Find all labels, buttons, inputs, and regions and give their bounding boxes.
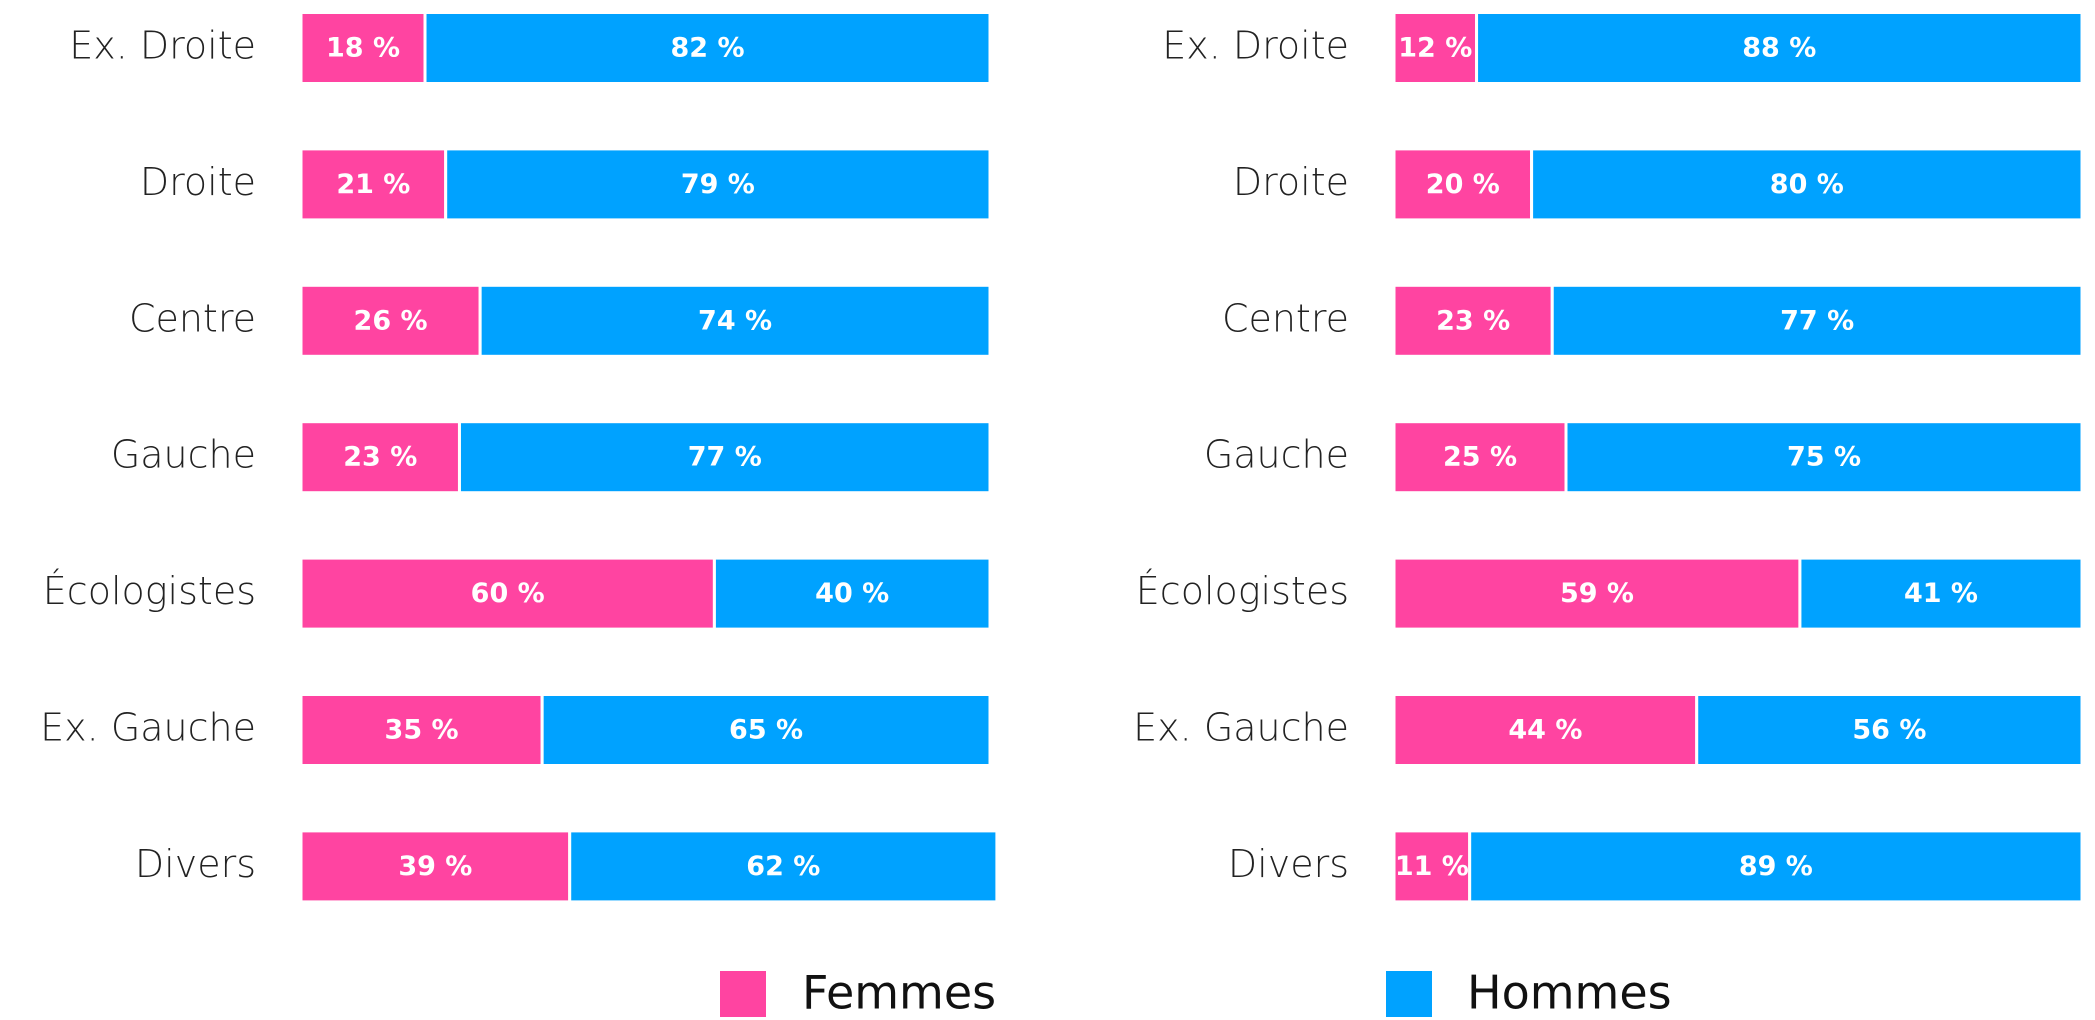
bar-segment bbox=[1550, 283, 2084, 358]
value-label: 41 % bbox=[1904, 578, 1978, 609]
category-label: Centre bbox=[129, 296, 256, 340]
value-label: 88 % bbox=[1742, 33, 1816, 64]
bar-segment bbox=[299, 556, 716, 631]
value-label: 18 % bbox=[326, 33, 400, 64]
value-label: 20 % bbox=[1426, 169, 1500, 200]
value-label: 82 % bbox=[670, 33, 744, 64]
legend-swatch bbox=[720, 971, 766, 1017]
value-label: 40 % bbox=[815, 578, 889, 609]
category-label: Ex. Gauche bbox=[40, 706, 256, 750]
value-label: 62 % bbox=[746, 851, 820, 882]
value-label: 39 % bbox=[398, 851, 472, 882]
bar-segment bbox=[299, 147, 448, 222]
bar-segment bbox=[1392, 829, 1472, 904]
value-label: 21 % bbox=[336, 169, 410, 200]
category-label: Écologistes bbox=[43, 569, 256, 613]
category-label: Gauche bbox=[1204, 433, 1349, 477]
category-label: Droite bbox=[140, 160, 256, 204]
value-label: 77 % bbox=[1780, 305, 1854, 336]
value-label: 77 % bbox=[688, 442, 762, 473]
bar-segment bbox=[1564, 420, 2084, 495]
bar-segment bbox=[299, 829, 572, 904]
legend-label: Hommes bbox=[1467, 966, 1672, 1020]
value-label: 79 % bbox=[681, 169, 755, 200]
bar-segment bbox=[444, 147, 992, 222]
bar-segment bbox=[299, 420, 461, 495]
value-label: 35 % bbox=[385, 715, 459, 746]
category-label: Ex. Gauche bbox=[1133, 706, 1349, 750]
bar-segment bbox=[1695, 693, 2084, 767]
bar-segment bbox=[478, 283, 992, 358]
value-label: 74 % bbox=[698, 305, 772, 336]
bar-segment bbox=[1392, 283, 1554, 358]
bar-segment bbox=[1530, 147, 2084, 222]
bar-segment bbox=[712, 556, 992, 631]
category-label: Centre bbox=[1222, 296, 1349, 340]
legend-swatch bbox=[1386, 971, 1432, 1017]
bar-segment bbox=[299, 283, 482, 358]
value-label: 56 % bbox=[1852, 715, 1926, 746]
value-label: 12 % bbox=[1398, 33, 1472, 64]
value-label: 25 % bbox=[1443, 442, 1517, 473]
category-label: Divers bbox=[135, 842, 256, 886]
bar-segment bbox=[423, 11, 992, 85]
bar-segment bbox=[1468, 829, 2084, 904]
category-label: Droite bbox=[1233, 160, 1349, 204]
bar-segment bbox=[1392, 420, 1568, 495]
value-label: 26 % bbox=[354, 305, 428, 336]
value-label: 23 % bbox=[1436, 305, 1510, 336]
bar-segment bbox=[568, 829, 999, 904]
value-label: 75 % bbox=[1787, 442, 1861, 473]
bar-segment bbox=[1475, 11, 2084, 85]
value-label: 44 % bbox=[1508, 715, 1582, 746]
value-label: 89 % bbox=[1739, 851, 1813, 882]
category-label: Écologistes bbox=[1136, 569, 1349, 613]
value-label: 80 % bbox=[1770, 169, 1844, 200]
category-label: Ex. Droite bbox=[1162, 24, 1349, 68]
value-label: 60 % bbox=[471, 578, 545, 609]
bar-segment bbox=[1798, 556, 2084, 631]
value-label: 59 % bbox=[1560, 578, 1634, 609]
value-label: 65 % bbox=[729, 715, 803, 746]
bar-segment bbox=[299, 11, 427, 85]
legend-label: Femmes bbox=[802, 966, 996, 1020]
category-label: Gauche bbox=[111, 433, 256, 477]
bar-segment bbox=[1392, 556, 1802, 631]
value-label: 11 % bbox=[1395, 851, 1469, 882]
bar-segment bbox=[540, 693, 992, 767]
value-label: 23 % bbox=[343, 442, 417, 473]
bar-segment bbox=[1392, 693, 1699, 767]
category-label: Divers bbox=[1228, 842, 1349, 886]
bar-segment bbox=[1392, 147, 1534, 222]
category-label: Ex. Droite bbox=[69, 24, 256, 68]
bar-segment bbox=[457, 420, 992, 495]
